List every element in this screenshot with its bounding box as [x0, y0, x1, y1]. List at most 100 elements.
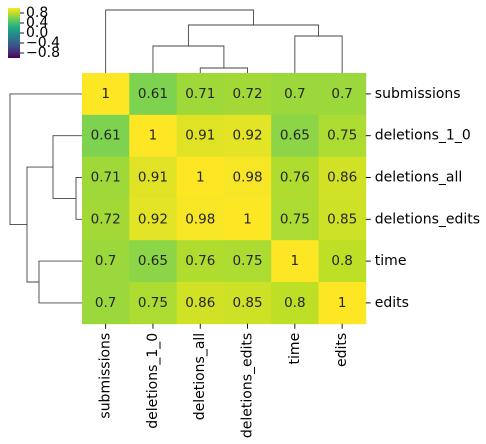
cell-value-label: 0.85: [327, 211, 357, 227]
heatmap-cell: [223, 73, 272, 116]
colorbar-tick-label: 0.4: [26, 15, 48, 31]
heatmap-cell: [82, 282, 130, 325]
cell-value-label: 0.71: [185, 86, 215, 102]
cell-value-label: 1: [196, 170, 205, 186]
cell-value-label: 0.75: [327, 128, 357, 144]
heatmap-cell: [129, 198, 177, 241]
row-label: edits: [375, 295, 409, 311]
heatmap-cell: [223, 114, 272, 157]
cell-value-label: 0.98: [233, 170, 263, 186]
heatmap-cell: [176, 156, 225, 199]
cell-value-label: 0.65: [280, 128, 310, 144]
heatmap-cell: [271, 73, 319, 116]
heatmap-cell: [82, 73, 130, 116]
row-dendrogram: [9, 93, 82, 304]
cell-value-label: 0.92: [233, 128, 263, 144]
row-dendrogram-link: [52, 135, 82, 199]
cell-value-label: 0.91: [185, 128, 215, 144]
cell-value-label: 0.8: [284, 295, 305, 311]
colorbar-tick-label: −0.8: [26, 45, 60, 61]
heatmap-cell: [271, 240, 319, 283]
cell-value-label: 0.75: [233, 253, 263, 269]
colorbar-tick-label: 0.0: [26, 25, 48, 41]
heatmap-cell-labels: 1 0.61 0.71 0.72 0.7 0.70.61 1 0.91 0.92 0.65 0.75…: [91, 86, 358, 311]
heatmap-cell: [176, 282, 225, 325]
heatmap-cell: [82, 198, 130, 241]
heatmap-cell: [176, 114, 225, 157]
heatmap-cell: [82, 156, 130, 199]
cell-value-label: 0.76: [280, 170, 310, 186]
column-label: submissions: [98, 333, 114, 419]
heatmap-cell: [176, 240, 225, 283]
heatmap-cell: [271, 198, 319, 241]
cell-value-label: 0.61: [138, 86, 168, 102]
heatmap-cell: [271, 282, 319, 325]
cell-value-label: 0.72: [233, 86, 263, 102]
heatmap-cell: [82, 240, 130, 283]
row-label: deletions_all: [375, 170, 462, 186]
cell-value-label: 0.7: [95, 295, 116, 311]
row-dendrogram-link: [9, 93, 82, 225]
row-label: deletions_1_0: [375, 128, 471, 144]
cell-value-label: 0.65: [138, 253, 168, 269]
column-dendrogram-link: [187, 24, 319, 46]
heatmap-cell: [318, 156, 367, 199]
cell-value-label: 1: [101, 86, 110, 102]
heatmap-cell: [176, 198, 225, 241]
colorbar-tick-label: −0.4: [26, 35, 60, 51]
row-label: time: [375, 253, 407, 269]
cell-value-label: 0.71: [91, 170, 121, 186]
heatmap-cell: [223, 198, 272, 241]
cell-value-label: 0.92: [138, 211, 168, 227]
cell-value-label: 0.7: [331, 86, 352, 102]
heatmap-cell: [318, 114, 367, 157]
column-dendrogram-link: [105, 9, 254, 73]
heatmap-cell: [129, 240, 177, 283]
row-label: deletions_edits: [375, 211, 480, 227]
heatmap-cells: [82, 73, 367, 325]
row-tick-labels: submissions deletions_1_0 deletions_alldel…: [365, 86, 480, 311]
column-label: edits: [334, 333, 350, 367]
column-label: deletions_edits: [240, 333, 256, 438]
cell-value-label: 0.61: [91, 128, 121, 144]
column-label: time: [287, 333, 303, 365]
colorbar-tick-label: 0.8: [26, 5, 48, 21]
heatmap-cell: [271, 156, 319, 199]
cell-value-label: 0.72: [91, 211, 121, 227]
cell-value-label: 0.7: [284, 86, 305, 102]
cell-value-label: 0.86: [185, 295, 215, 311]
heatmap-cell: [82, 114, 130, 157]
colorbar-gradient: [8, 8, 20, 58]
heatmap-cell: [129, 156, 177, 199]
cell-value-label: 0.91: [138, 170, 168, 186]
cell-value-label: 0.76: [185, 253, 215, 269]
heatmap-cell: [318, 198, 367, 241]
cell-value-label: 1: [291, 253, 300, 269]
heatmap-cell: [223, 282, 272, 325]
cell-value-label: 0.85: [233, 295, 263, 311]
heatmap-cell: [129, 282, 177, 325]
heatmap-cell: [129, 114, 177, 157]
column-label: deletions_all: [192, 333, 208, 420]
cell-value-label: 0.7: [95, 253, 116, 269]
heatmap-cell: [318, 73, 367, 116]
row-dendrogram-link: [38, 260, 82, 304]
heatmap-cell: [318, 240, 367, 283]
column-dendrogram-link: [152, 45, 225, 73]
row-label: submissions: [375, 86, 461, 102]
column-dendrogram-link: [199, 67, 248, 73]
cell-value-label: 0.98: [185, 211, 215, 227]
cell-value-label: 0.8: [331, 253, 352, 269]
heatmap-cell: [271, 114, 319, 157]
column-label: deletions_1_0: [145, 333, 161, 429]
column-tick-labels: submissions deletions_1_0 deletions_all del…: [98, 323, 350, 438]
heatmap-cell: [176, 73, 225, 116]
cell-value-label: 1: [243, 211, 252, 227]
row-dendrogram-link: [26, 166, 53, 283]
heatmap-cell: [129, 73, 177, 116]
cell-value-label: 0.75: [138, 295, 168, 311]
row-dendrogram-link: [75, 177, 82, 220]
cell-value-label: 0.75: [280, 211, 310, 227]
heatmap-cell: [318, 282, 367, 325]
